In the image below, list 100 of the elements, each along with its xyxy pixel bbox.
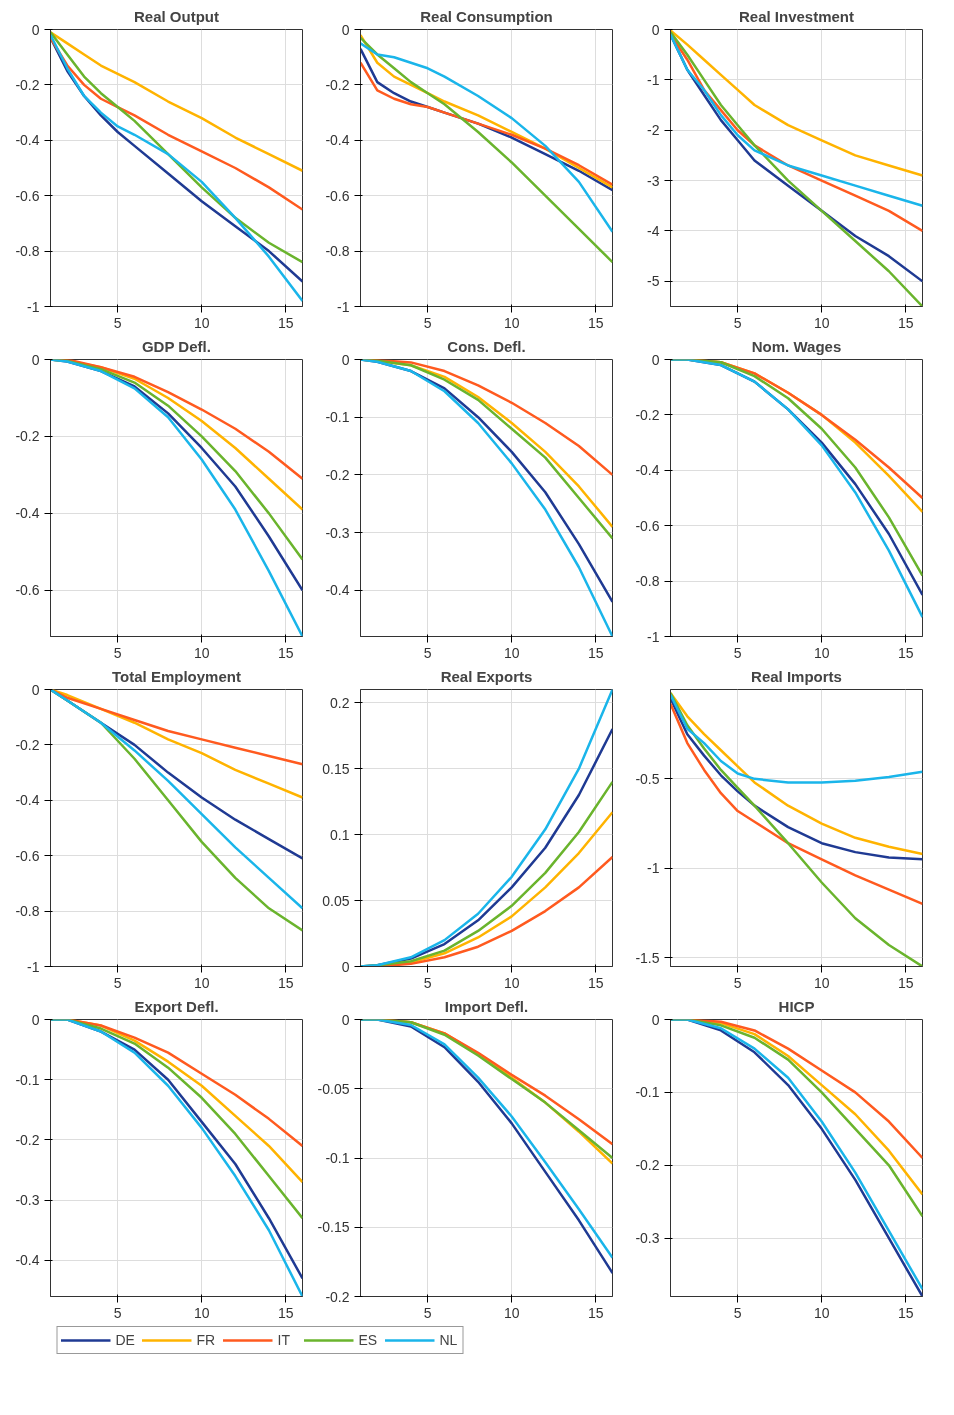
y-tick-label: 0 xyxy=(341,1011,350,1028)
y-tick-label: 0 xyxy=(341,351,350,368)
y-tick-label: -3 xyxy=(647,172,660,189)
y-tick-label: 0 xyxy=(31,1011,40,1028)
y-tick-label: -4 xyxy=(647,222,660,239)
legend-label: ES xyxy=(358,1332,379,1348)
chart-title: Real Output xyxy=(134,7,219,25)
y-tick-label: -0.2 xyxy=(15,428,40,445)
y-tick-label: -0.1 xyxy=(15,1071,40,1088)
y-tick-label: 0 xyxy=(31,21,40,38)
y-tick-label: -0.2 xyxy=(325,466,350,483)
chart-title: Import Defl. xyxy=(444,997,529,1015)
x-tick-label: 5 xyxy=(113,314,122,331)
y-tick-label: -0.3 xyxy=(635,1230,660,1247)
x-tick-label: 15 xyxy=(587,314,604,331)
x-tick-label: 5 xyxy=(113,1304,122,1321)
x-tick-label: 5 xyxy=(733,314,742,331)
legend-label: NL xyxy=(439,1332,459,1348)
x-tick-label: 15 xyxy=(587,974,604,991)
y-tick-label: -5 xyxy=(647,273,660,290)
chart-title: Cons. Defl. xyxy=(447,337,526,355)
x-tick-label: 5 xyxy=(423,314,432,331)
x-tick-label: 15 xyxy=(897,314,914,331)
y-tick-label: 0 xyxy=(341,958,350,975)
x-tick-label: 5 xyxy=(423,1304,432,1321)
chart-title: Total Employment xyxy=(112,667,241,685)
y-tick-label: 0 xyxy=(31,351,40,368)
y-tick-label: 0 xyxy=(651,351,660,368)
x-tick-label: 15 xyxy=(277,974,294,991)
y-tick-label: -0.1 xyxy=(325,409,350,426)
y-tick-label: -0.6 xyxy=(325,187,350,204)
y-tick-label: -0.6 xyxy=(15,847,40,864)
y-tick-label: -0.8 xyxy=(325,243,350,260)
x-tick-label: 5 xyxy=(423,644,432,661)
y-tick-label: -0.6 xyxy=(15,582,40,599)
x-tick-label: 5 xyxy=(113,644,122,661)
y-tick-label: -1 xyxy=(647,628,660,645)
y-tick-label: -1 xyxy=(27,958,40,975)
x-tick-label: 10 xyxy=(813,644,830,661)
y-tick-label: -0.05 xyxy=(317,1080,350,1097)
x-tick-label: 10 xyxy=(503,1304,520,1321)
chart-title: Real Imports xyxy=(751,667,842,685)
x-tick-label: 15 xyxy=(587,644,604,661)
y-tick-label: -0.2 xyxy=(635,406,660,423)
y-tick-label: -0.1 xyxy=(325,1150,350,1166)
y-tick-label: -1 xyxy=(647,71,660,88)
x-tick-label: 15 xyxy=(277,314,294,331)
y-tick-label: -0.4 xyxy=(15,132,40,149)
y-tick-label: 0.15 xyxy=(322,760,350,777)
y-tick-label: -0.2 xyxy=(15,1131,40,1148)
x-tick-label: 10 xyxy=(503,314,520,331)
x-tick-label: 15 xyxy=(277,644,294,661)
y-tick-label: -0.2 xyxy=(325,76,350,93)
chart-title: GDP Defl. xyxy=(141,337,211,355)
x-tick-label: 10 xyxy=(503,974,520,991)
y-tick-label: -1 xyxy=(337,298,350,315)
x-tick-label: 10 xyxy=(813,974,830,991)
chart-title: Export Defl. xyxy=(134,997,219,1015)
y-tick-label: -0.15 xyxy=(317,1219,350,1236)
y-tick-label: -0.3 xyxy=(15,1192,40,1209)
y-tick-label: -1 xyxy=(647,860,660,877)
y-tick-label: -0.2 xyxy=(15,76,40,93)
y-tick-label: -0.4 xyxy=(15,505,40,522)
x-tick-label: 10 xyxy=(193,1304,210,1321)
y-tick-label: -0.3 xyxy=(325,524,350,541)
y-tick-label: 0.05 xyxy=(322,892,350,909)
chart-title: Real Investment xyxy=(738,7,855,25)
y-tick-label: -0.8 xyxy=(15,903,40,920)
y-tick-label: -0.4 xyxy=(325,132,350,149)
y-tick-label: 0 xyxy=(651,1011,660,1028)
y-tick-label: -2 xyxy=(647,122,660,139)
y-tick-label: -0.4 xyxy=(325,582,350,599)
y-tick-label: -0.8 xyxy=(15,243,40,260)
x-tick-label: 15 xyxy=(587,1304,604,1321)
legend-label: FR xyxy=(196,1332,217,1348)
y-tick-label: 0.2 xyxy=(330,694,350,711)
x-tick-label: 5 xyxy=(733,644,742,661)
chart-title: HICP xyxy=(778,997,815,1015)
y-tick-label: 0.1 xyxy=(330,826,350,843)
y-tick-label: -0.2 xyxy=(325,1288,350,1305)
x-tick-label: 5 xyxy=(113,974,122,991)
x-tick-label: 15 xyxy=(897,644,914,661)
x-tick-label: 10 xyxy=(813,1304,830,1321)
y-tick-label: -0.2 xyxy=(635,1157,660,1174)
y-tick-label: -1 xyxy=(27,298,40,315)
x-tick-label: 10 xyxy=(193,314,210,331)
x-tick-label: 10 xyxy=(193,974,210,991)
y-tick-label: -0.1 xyxy=(635,1084,660,1101)
chart-title: Nom. Wages xyxy=(751,337,842,355)
chart-title: Real Consumption xyxy=(420,7,553,25)
x-tick-label: 15 xyxy=(897,974,914,991)
y-tick-label: -0.6 xyxy=(635,517,660,534)
x-tick-label: 15 xyxy=(897,1304,914,1321)
x-tick-label: 10 xyxy=(503,644,520,661)
y-tick-label: -0.4 xyxy=(635,462,660,479)
y-tick-label: -0.4 xyxy=(15,1252,40,1269)
y-tick-label: 0 xyxy=(651,21,660,38)
x-tick-label: 10 xyxy=(813,314,830,331)
legend-label: IT xyxy=(277,1332,291,1348)
x-tick-label: 5 xyxy=(733,974,742,991)
